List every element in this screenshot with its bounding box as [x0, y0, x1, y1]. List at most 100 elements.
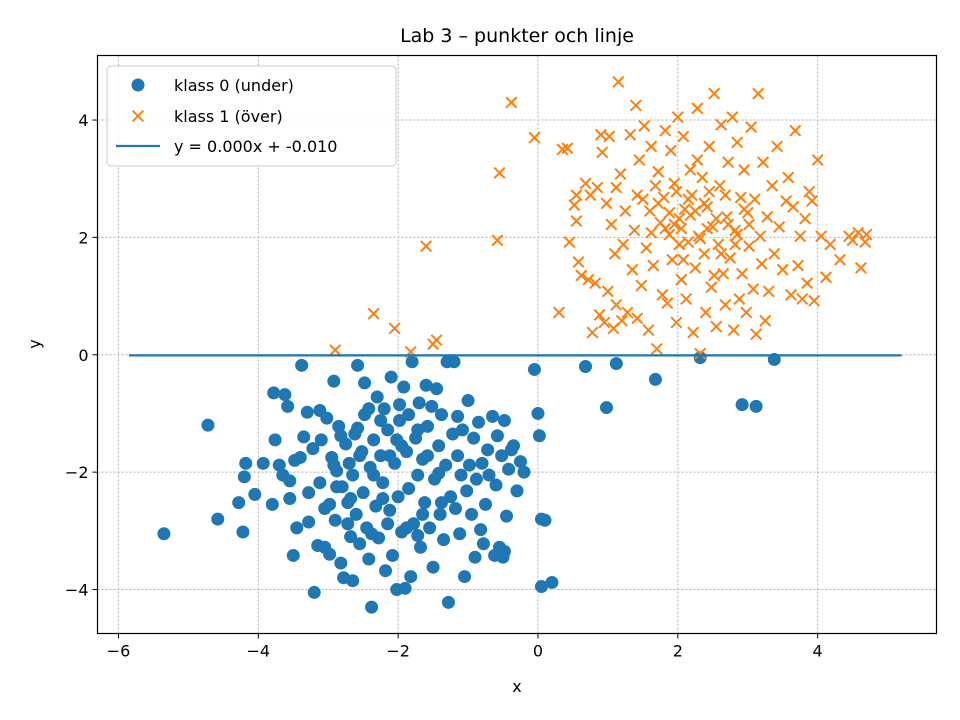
- class0-point: [495, 449, 509, 463]
- class1-point: [491, 234, 504, 247]
- class1-point: [796, 293, 809, 306]
- class0-point: [376, 476, 390, 490]
- x-marker-stroke: [652, 165, 665, 178]
- legend: klass 0 (under) klass 1 (över) y = 0.000x …: [106, 65, 397, 167]
- class1-point: [755, 257, 768, 270]
- class1-point: [736, 267, 749, 280]
- class1-point: [572, 256, 585, 269]
- x-marker-stroke: [668, 218, 681, 231]
- x-marker-stroke: [712, 238, 725, 251]
- class0-point: [365, 600, 379, 614]
- class1-point: [715, 118, 728, 131]
- class1-point: [610, 181, 623, 194]
- class1-point: [803, 185, 816, 198]
- x-marker-stroke: [615, 314, 628, 327]
- class1-point: [747, 283, 760, 296]
- class1-point: [649, 179, 662, 192]
- class1-point: [699, 306, 712, 319]
- class0-point: [458, 570, 472, 584]
- x-marker-stroke: [757, 156, 770, 169]
- class0-point: [411, 423, 425, 437]
- x-marker-stroke: [740, 306, 753, 319]
- y-tick-label: 4: [78, 111, 88, 130]
- class1-point: [600, 197, 613, 210]
- class1-point: [635, 279, 648, 292]
- class1-point: [640, 241, 653, 254]
- class0-point: [367, 468, 381, 482]
- class0-point: [500, 509, 514, 523]
- class1-point: [621, 306, 634, 319]
- plot-frame: [96, 54, 938, 635]
- x-tick-label: −4: [247, 642, 271, 661]
- legend-class0-label: klass 0 (under): [174, 76, 294, 95]
- class1-point: [712, 238, 725, 251]
- x-marker-stroke: [854, 261, 867, 274]
- x-marker-stroke: [568, 199, 581, 212]
- x-marker-stroke: [675, 273, 688, 286]
- x-tick-label: 4: [813, 642, 823, 661]
- x-marker-stroke: [738, 163, 751, 176]
- x-marker-stroke: [747, 283, 760, 296]
- x-marker-stroke: [733, 293, 746, 306]
- class0-point: [411, 529, 425, 543]
- x-marker-stroke: [731, 228, 744, 241]
- x-marker-stroke: [600, 197, 613, 210]
- class1-point: [708, 269, 721, 282]
- legend-class0-marker: [131, 78, 145, 92]
- x-marker-stroke: [388, 322, 401, 335]
- class1-point: [570, 189, 583, 202]
- x-marker-stroke: [719, 298, 732, 311]
- class1-point: [727, 324, 740, 337]
- class0-point: [281, 399, 295, 413]
- class1-point: [689, 261, 702, 274]
- class1-point: [717, 267, 730, 280]
- x-marker-stroke: [505, 96, 518, 109]
- x-marker-stroke: [670, 185, 683, 198]
- class0-point: [475, 456, 489, 470]
- x-marker-stroke: [663, 228, 676, 241]
- class0-point: [232, 496, 246, 510]
- x-marker-stroke: [601, 285, 614, 298]
- x-marker-stroke: [734, 191, 747, 204]
- class1-point: [586, 326, 599, 339]
- class0-point: [376, 492, 390, 506]
- x-marker-stroke: [367, 307, 380, 320]
- class1-point: [579, 177, 592, 190]
- class1-point: [698, 197, 711, 210]
- class1-point: [603, 130, 616, 143]
- x-marker-stroke: [743, 240, 756, 253]
- class0-point: [344, 492, 358, 506]
- x-marker-stroke: [673, 238, 686, 251]
- x-marker-stroke: [776, 263, 789, 276]
- class1-point: [631, 189, 644, 202]
- class0-point: [465, 507, 479, 521]
- axes: −6 −4 −2 0 2 4 −4 −2 0 2 4: [65, 111, 823, 660]
- class1-point: [647, 259, 660, 272]
- class0-point: [453, 527, 467, 541]
- class1-point: [860, 228, 873, 241]
- class0-point: [648, 372, 662, 386]
- class1-point: [834, 253, 847, 266]
- class1-point: [663, 206, 676, 219]
- class0-point: [517, 465, 531, 479]
- class0-point: [446, 427, 460, 441]
- class0-point: [476, 537, 490, 551]
- class1-point: [703, 185, 716, 198]
- class1-point: [561, 142, 574, 155]
- class0-point: [469, 472, 483, 486]
- class0-point: [454, 468, 468, 482]
- class0-point: [302, 486, 316, 500]
- class0-point: [346, 468, 360, 482]
- class1-point: [388, 322, 401, 335]
- x-marker-stroke: [677, 253, 690, 266]
- class0-point: [313, 476, 327, 490]
- class1-point: [738, 203, 751, 216]
- x-marker-stroke: [659, 222, 672, 235]
- class0-point: [531, 406, 545, 420]
- x-marker-stroke: [682, 193, 695, 206]
- x-marker-stroke: [635, 279, 648, 292]
- x-marker-stroke: [649, 179, 662, 192]
- class0-point: [513, 455, 527, 469]
- class1-point: [680, 293, 693, 306]
- x-marker-stroke: [792, 259, 805, 272]
